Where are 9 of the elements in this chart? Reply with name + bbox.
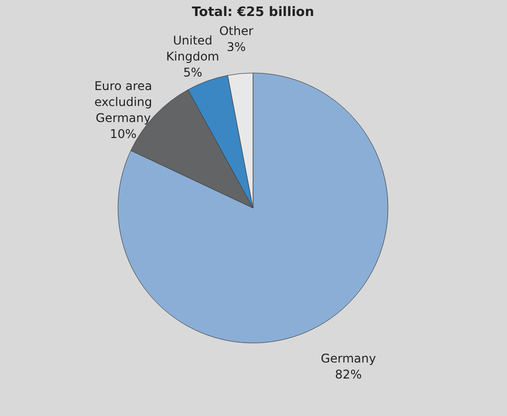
data-label: 82% <box>335 367 362 382</box>
slice-label: Germany <box>320 351 376 366</box>
chart-title: Total: €25 billion <box>192 5 314 20</box>
slice-label: Euro area excluding Germany <box>94 79 152 126</box>
data-label: 5% <box>183 66 202 80</box>
data-label: 3% <box>226 40 246 54</box>
data-label: 10% <box>110 127 137 142</box>
slice-label: United Kingdom <box>166 34 220 64</box>
slice-label: Other <box>219 24 254 38</box>
